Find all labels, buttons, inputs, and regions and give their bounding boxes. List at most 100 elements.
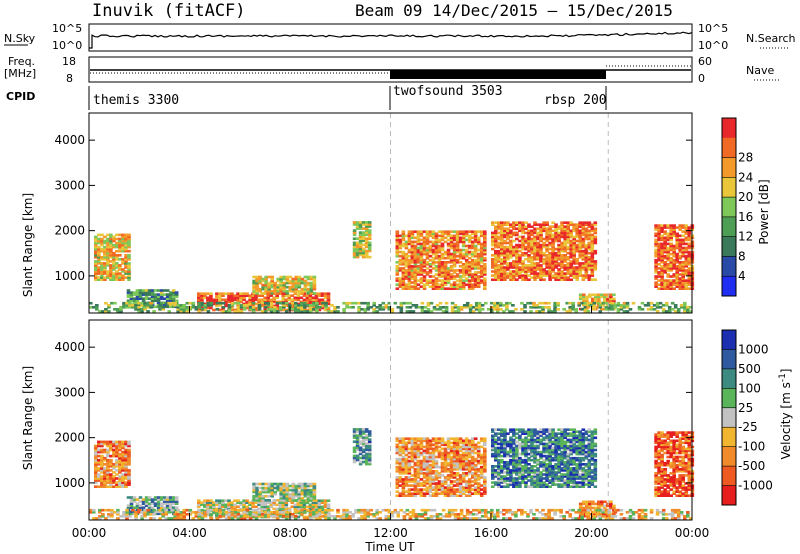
heatmap-cell [560,254,564,257]
heatmap-cell [609,299,613,303]
heatmap-cell [431,437,436,440]
heatmap-cell [675,269,679,272]
heatmap-cell [578,264,582,267]
heatmap-cell [410,474,415,477]
heatmap-cell [684,285,689,288]
heatmap-cell [458,254,463,258]
heatmap-cell [431,492,436,495]
heatmap-cell [291,484,296,488]
heatmap-cell [422,459,427,463]
heatmap-cell [655,301,660,305]
heatmap-cell [279,275,283,279]
heatmap-cell [212,300,216,304]
heatmap-cell [352,432,357,435]
heatmap-cell [453,310,458,313]
heatmap-cell [491,274,495,277]
heatmap-cell [294,488,299,492]
heatmap-cell [560,266,564,269]
heatmap-cell [500,223,504,226]
heatmap-cell [395,254,400,258]
heatmap-cell [401,230,406,233]
heatmap-cell [255,488,259,492]
heatmap-cell [425,447,430,451]
heatmap-cell [144,291,149,294]
heatmap-cell [358,450,363,454]
heatmap-cell [401,283,406,286]
heatmap-cell [101,310,105,313]
heatmap-cell [305,308,310,312]
heatmap-cell [461,488,466,491]
heatmap-cell [150,289,155,292]
heatmap-cell [100,450,104,454]
heatmap-cell [168,303,173,307]
heatmap-cell [407,234,412,238]
heatmap-cell [416,455,421,459]
heatmap-cell [539,233,543,237]
heatmap-cell [419,258,424,262]
heatmap-cell [109,268,113,271]
heatmap-cell [168,299,173,302]
heatmap-cell [364,430,369,433]
heatmap-cell [687,261,692,264]
heatmap-cell [197,292,201,295]
heatmap-cell [364,452,369,456]
heatmap-cell [483,486,487,489]
heatmap-cell [664,310,669,313]
heatmap-cell [410,441,415,445]
heatmap-cell [530,241,534,245]
heatmap-cell [464,472,469,475]
heatmap-cell [437,449,442,453]
heatmap-cell [455,238,460,242]
heatmap-cell [264,289,268,293]
power-colorbar-label: Power [dB] [757,179,771,244]
heatmap-cell [97,475,101,478]
heatmap-cell [459,306,464,309]
heatmap-cell [497,221,501,224]
heatmap-cell [407,250,412,254]
heatmap-cell [536,266,540,269]
heatmap-cell [622,304,627,307]
heatmap-cell [236,306,241,309]
heatmap-cell [410,234,415,238]
heatmap-cell [689,306,693,309]
heatmap-cell [456,308,461,311]
heatmap-cell [419,234,424,238]
heatmap-cell [590,243,595,247]
heatmap-cell [530,233,534,237]
heatmap-cell [275,503,279,507]
heatmap-cell [434,240,439,244]
heatmap-cell [218,292,222,295]
heatmap-cell [563,229,567,233]
heatmap-cell [606,299,610,303]
heatmap-cell [669,226,673,229]
heatmap-cell [452,287,457,290]
heatmap-cell [566,251,570,255]
heatmap-cell [587,229,592,233]
heatmap-cell [119,308,123,311]
heatmap-cell [425,234,430,238]
heatmap-cell [476,476,481,479]
heatmap-cell [440,269,445,272]
heatmap-cell [118,243,122,247]
heatmap-cell [434,441,439,445]
heatmap-cell [672,279,676,282]
heatmap-cell [407,441,412,445]
heatmap-cell [494,241,498,245]
heatmap-cell [503,239,507,243]
heatmap-cell [500,235,504,239]
heatmap-cell [593,221,598,224]
heatmap-cell [557,233,561,237]
heatmap-cell [410,230,415,233]
heatmap-cell [399,310,404,313]
heatmap-cell [461,490,466,493]
heatmap-cell [452,230,457,233]
heatmap-cell [273,482,277,486]
heatmap-cell [458,490,463,493]
heatmap-cell [407,271,412,274]
heatmap-cell [440,263,445,266]
heatmap-cell [584,243,589,247]
heatmap-cell [476,474,481,477]
heatmap-cell [251,505,255,509]
heatmap-cell [194,306,199,309]
heatmap-cell [581,268,586,271]
